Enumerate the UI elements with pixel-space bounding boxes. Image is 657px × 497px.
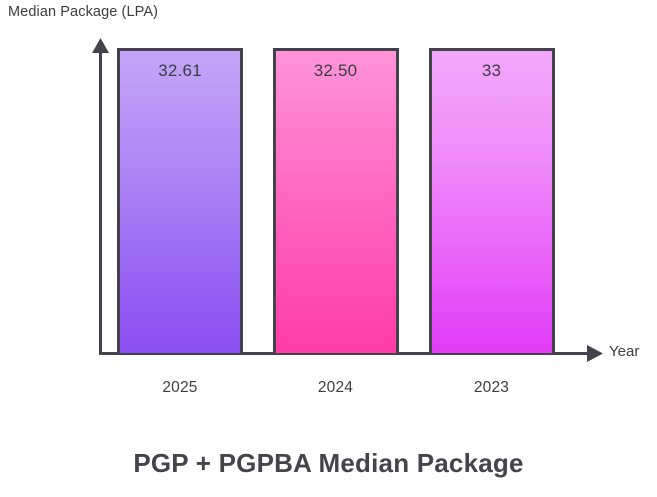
x-axis-arrowhead xyxy=(587,345,603,362)
x-axis-label-2025: 2025 xyxy=(162,379,198,396)
bar-slot-2023: 33 xyxy=(412,48,571,353)
x-axis-title: Year xyxy=(609,343,640,360)
bars-row: 32.61 32.50 33 xyxy=(101,48,571,353)
bar-2024[interactable]: 32.50 xyxy=(272,48,399,353)
x-axis-label-2023: 2023 xyxy=(473,379,510,396)
x-label-slot-2024: 2024 xyxy=(259,375,412,401)
x-label-slot-2023: 2023 xyxy=(412,375,571,401)
x-label-slot-2025: 2025 xyxy=(101,375,259,401)
bar-value-2025: 32.61 xyxy=(158,61,202,80)
bar-2023[interactable]: 33 xyxy=(428,48,555,353)
bar-value-2023: 33 xyxy=(481,61,502,80)
bar-slot-2025: 32.61 xyxy=(101,48,259,353)
bar-value-2024: 32.50 xyxy=(313,61,358,80)
y-axis-title: Median Package (LPA) xyxy=(8,4,159,20)
plot-area: 32.61 32.50 33 xyxy=(101,48,571,353)
y-axis-arrowhead xyxy=(92,38,109,53)
x-axis-category-labels: 2025 2024 2023 xyxy=(101,375,571,401)
bar-2025[interactable]: 32.61 xyxy=(117,48,243,353)
bar-slot-2024: 32.50 xyxy=(259,48,412,353)
x-axis-label-2024: 2024 xyxy=(317,379,354,396)
chart-title: PGP + PGPBA Median Package xyxy=(133,448,524,478)
